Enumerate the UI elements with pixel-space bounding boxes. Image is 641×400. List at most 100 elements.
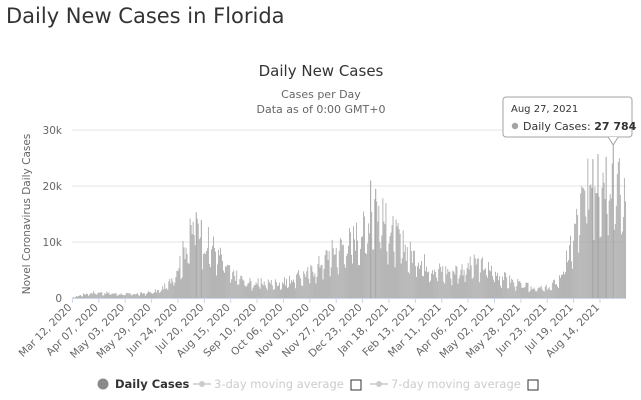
bar[interactable] bbox=[284, 277, 285, 298]
bar[interactable] bbox=[318, 255, 320, 298]
bar[interactable] bbox=[248, 282, 250, 298]
bar[interactable] bbox=[94, 293, 96, 298]
bar[interactable] bbox=[457, 283, 459, 298]
bar[interactable] bbox=[178, 268, 180, 298]
bar[interactable] bbox=[121, 294, 123, 298]
bar[interactable] bbox=[524, 287, 526, 298]
bar[interactable] bbox=[304, 273, 306, 298]
bar[interactable] bbox=[603, 182, 605, 298]
bar[interactable] bbox=[93, 291, 95, 298]
bar[interactable] bbox=[228, 265, 230, 298]
bar[interactable] bbox=[208, 263, 210, 298]
bar[interactable] bbox=[113, 293, 115, 298]
bar[interactable] bbox=[404, 244, 406, 298]
bar[interactable] bbox=[418, 262, 419, 298]
bar[interactable] bbox=[535, 291, 537, 298]
bar[interactable] bbox=[476, 258, 478, 298]
bar[interactable] bbox=[314, 273, 316, 298]
bar[interactable] bbox=[407, 271, 409, 298]
bar[interactable] bbox=[188, 263, 190, 298]
bar[interactable] bbox=[483, 269, 485, 298]
bar[interactable] bbox=[312, 271, 314, 298]
bar[interactable] bbox=[509, 275, 511, 298]
bar[interactable] bbox=[580, 193, 582, 298]
bar[interactable] bbox=[517, 278, 519, 298]
bar[interactable] bbox=[239, 279, 241, 298]
bar[interactable] bbox=[545, 284, 547, 298]
bar[interactable] bbox=[543, 291, 545, 298]
bar[interactable] bbox=[95, 294, 97, 298]
bar[interactable] bbox=[469, 256, 471, 298]
bar[interactable] bbox=[458, 278, 460, 298]
bar[interactable] bbox=[410, 251, 412, 298]
bar[interactable] bbox=[139, 292, 141, 298]
bar[interactable] bbox=[166, 288, 168, 298]
bar[interactable] bbox=[442, 266, 444, 298]
bar[interactable] bbox=[334, 254, 336, 298]
bar[interactable] bbox=[420, 265, 421, 298]
bar[interactable] bbox=[117, 295, 119, 298]
bar[interactable] bbox=[229, 265, 231, 298]
bar[interactable] bbox=[468, 269, 470, 298]
bar[interactable] bbox=[141, 292, 142, 298]
bar[interactable] bbox=[247, 283, 249, 298]
bar[interactable] bbox=[122, 294, 124, 298]
bar[interactable] bbox=[286, 278, 287, 298]
bar[interactable] bbox=[478, 282, 480, 298]
bar[interactable] bbox=[409, 241, 411, 298]
bar[interactable] bbox=[241, 276, 243, 298]
bar[interactable] bbox=[147, 292, 148, 298]
bar[interactable] bbox=[203, 252, 205, 298]
bar[interactable] bbox=[620, 234, 622, 298]
bar[interactable] bbox=[447, 269, 449, 298]
bar[interactable] bbox=[355, 250, 356, 298]
bar[interactable] bbox=[77, 296, 78, 299]
bar[interactable] bbox=[549, 290, 551, 298]
bar[interactable] bbox=[344, 267, 346, 298]
bar[interactable] bbox=[588, 209, 590, 298]
bar[interactable] bbox=[538, 287, 540, 298]
bar[interactable] bbox=[300, 278, 302, 298]
bar[interactable] bbox=[298, 270, 300, 298]
bar[interactable] bbox=[616, 174, 618, 298]
bar[interactable] bbox=[358, 265, 359, 298]
bar[interactable] bbox=[134, 294, 136, 298]
bar[interactable] bbox=[301, 285, 303, 298]
bar[interactable] bbox=[397, 223, 399, 298]
bar[interactable] bbox=[133, 294, 135, 298]
bar[interactable] bbox=[160, 291, 162, 298]
bar[interactable] bbox=[311, 266, 313, 298]
bar[interactable] bbox=[466, 268, 468, 298]
bar[interactable] bbox=[199, 237, 201, 298]
bar[interactable] bbox=[277, 285, 279, 298]
bar[interactable] bbox=[395, 219, 397, 298]
bar[interactable] bbox=[232, 272, 234, 298]
bar[interactable] bbox=[317, 264, 319, 298]
bar[interactable] bbox=[266, 289, 268, 298]
bar[interactable] bbox=[596, 193, 598, 298]
bar[interactable] bbox=[255, 282, 257, 298]
bar[interactable] bbox=[183, 247, 185, 298]
bar[interactable] bbox=[308, 278, 310, 298]
bar[interactable] bbox=[234, 275, 236, 298]
bar[interactable] bbox=[366, 254, 368, 298]
bar[interactable] bbox=[391, 225, 393, 298]
bar[interactable] bbox=[175, 277, 177, 298]
bar[interactable] bbox=[486, 277, 488, 298]
bar[interactable] bbox=[272, 289, 274, 298]
bar[interactable] bbox=[130, 295, 132, 298]
bar[interactable] bbox=[171, 278, 173, 298]
bar[interactable] bbox=[281, 289, 282, 298]
bar[interactable] bbox=[233, 270, 235, 298]
bar[interactable] bbox=[460, 269, 462, 298]
bar[interactable] bbox=[271, 285, 273, 298]
bar[interactable] bbox=[572, 268, 574, 298]
bar[interactable] bbox=[473, 254, 475, 299]
bar[interactable] bbox=[226, 266, 228, 298]
bar[interactable] bbox=[368, 223, 370, 298]
bar[interactable] bbox=[507, 288, 509, 298]
bar[interactable] bbox=[339, 238, 341, 298]
bar[interactable] bbox=[526, 282, 528, 298]
bar[interactable] bbox=[291, 280, 292, 298]
bar[interactable] bbox=[547, 288, 549, 298]
